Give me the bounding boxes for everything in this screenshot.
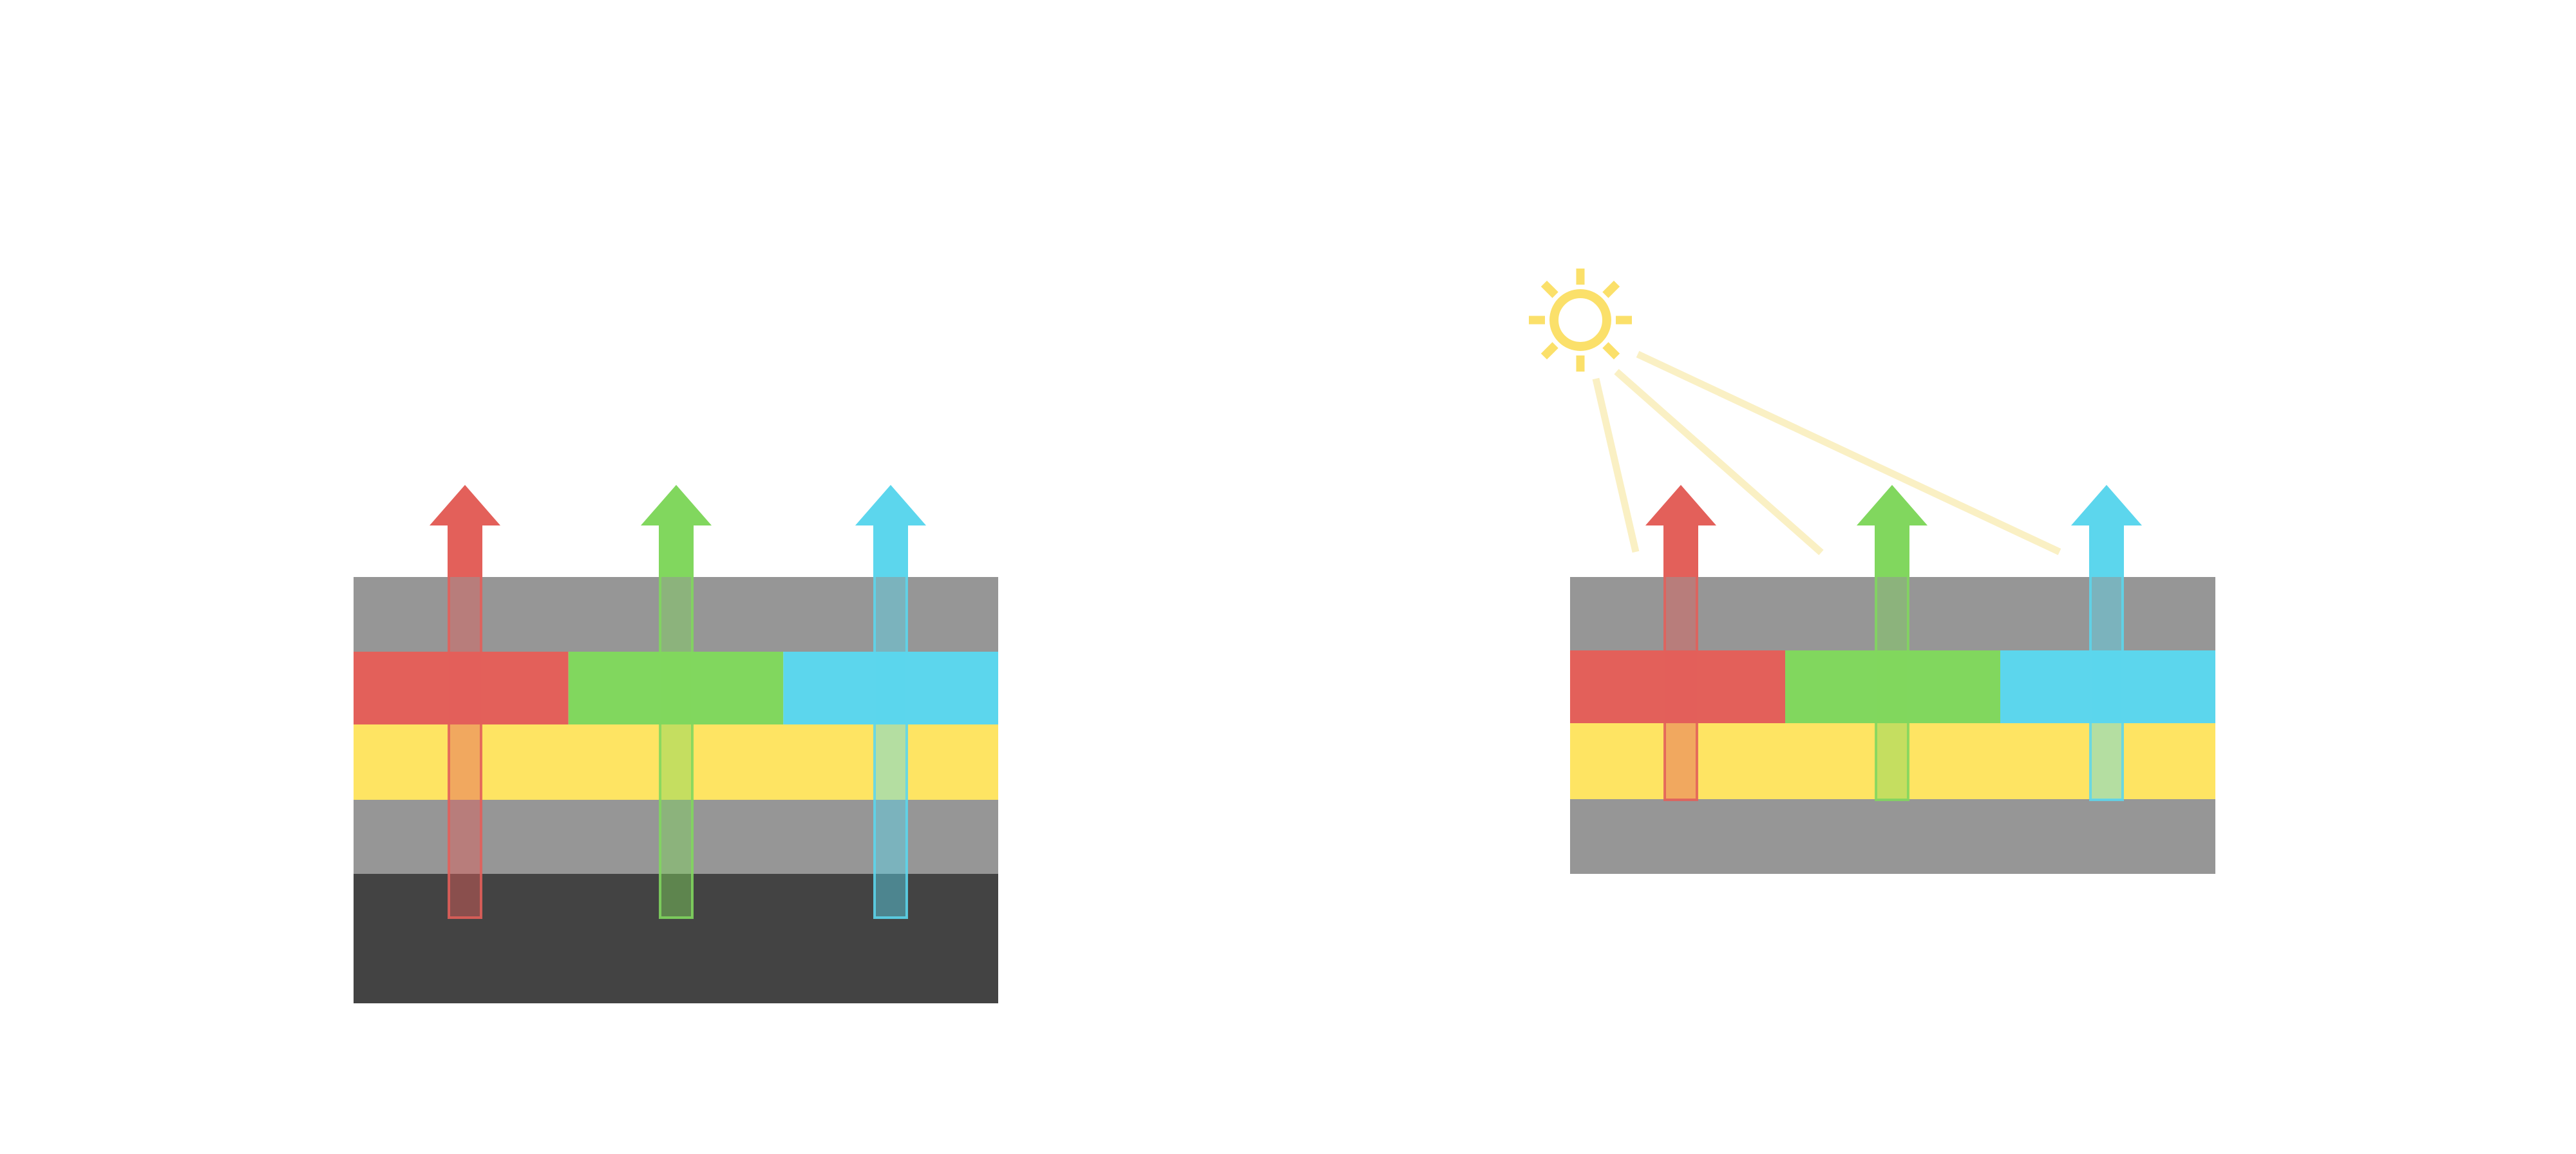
green-filter-segment xyxy=(1785,650,2000,723)
layer-stack xyxy=(1570,577,2215,874)
top-cover-gray-layer xyxy=(354,577,998,652)
top-cover-gray-layer xyxy=(1570,577,2215,650)
red-filter-segment xyxy=(354,652,569,724)
reflective-display-diagram xyxy=(1529,269,2215,874)
sun-icon xyxy=(1529,269,1632,372)
blue-filter-segment xyxy=(783,652,998,724)
red-filter-segment xyxy=(1570,650,1785,723)
red-up-arrow xyxy=(1645,485,1716,577)
blue-filter-segment xyxy=(2000,650,2215,723)
sun-light-beam xyxy=(1636,351,2061,555)
green-up-arrow xyxy=(641,485,712,577)
sun-ray-tick xyxy=(1602,280,1620,298)
red-light-shaft-overlay xyxy=(1663,577,1698,801)
red-light-shaft-overlay xyxy=(448,577,482,919)
green-up-arrow xyxy=(1857,485,1927,577)
lower-gray-layer xyxy=(1570,799,2215,874)
sun-ray-tick xyxy=(1540,342,1558,360)
backlit-display-diagram xyxy=(354,485,998,1003)
sun-ring xyxy=(1549,289,1611,351)
blue-up-arrow xyxy=(855,485,926,577)
green-light-shaft-overlay xyxy=(1875,577,1909,801)
sun-ray-tick xyxy=(1540,280,1558,298)
green-filter-segment xyxy=(568,652,784,724)
lower-gray-layer xyxy=(354,800,998,874)
blue-light-shaft-overlay xyxy=(873,577,908,919)
sun-light-beam xyxy=(1592,377,1640,553)
sun-light-beam xyxy=(1614,368,1824,556)
yellow-layer xyxy=(1570,723,2215,799)
blue-up-arrow xyxy=(2071,485,2142,577)
green-light-shaft-overlay xyxy=(659,577,694,919)
blue-light-shaft-overlay xyxy=(2089,577,2124,801)
red-up-arrow xyxy=(430,485,500,577)
backlight-dark-layer xyxy=(354,874,998,1003)
yellow-layer xyxy=(354,724,998,800)
sun-ray-tick xyxy=(1602,342,1620,360)
layer-stack xyxy=(354,577,998,1003)
